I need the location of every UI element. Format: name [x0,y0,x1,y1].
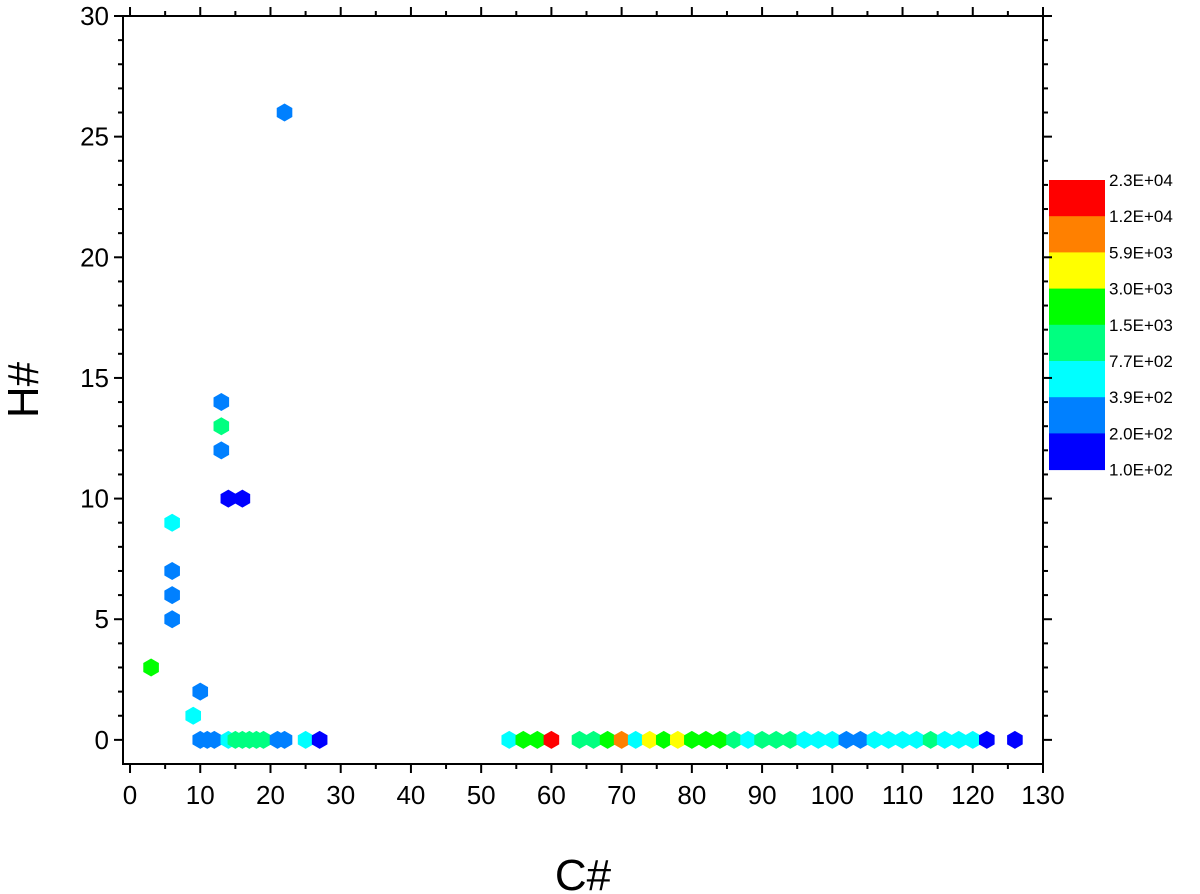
data-point [838,730,855,749]
data-point [641,730,658,749]
y-tick-label: 15 [80,363,109,393]
legend-label: 1.0E+02 [1109,461,1173,480]
y-tick-label: 5 [95,604,109,634]
data-point [164,561,180,580]
data-point [726,730,742,749]
data-point [627,730,644,749]
data-point [782,730,798,749]
data-point [164,610,180,629]
legend-label: 1.5E+03 [1109,316,1173,335]
color-legend: 2.3E+04 1.2E+04 5.9E+03 3.0E+03 1.5E+03 7.7E+… [1049,171,1173,480]
x-tick-label: 90 [748,780,777,810]
legend-label: 2.0E+02 [1109,424,1173,443]
data-point [515,730,532,749]
legend-color-swatch [1049,288,1105,326]
data-point [585,730,602,749]
plot-axes: 0 10 20 30 40 50 60 70 80 90 100 110 120 130 0 5 10 15 20 2… [80,1,1065,810]
data-point [255,730,272,749]
plot-frame [122,15,1044,765]
legend-color-swatch [1049,252,1105,290]
axis-ticks: 0 10 20 30 40 50 60 70 80 90 100 110 120 130 0 5 10 15 20 2… [80,1,1065,810]
data-point [754,730,770,749]
legend-color-swatch [1049,216,1105,253]
data-point [164,586,180,605]
legend-color-swatch [1049,324,1105,362]
legend-color-swatch [1049,397,1105,434]
y-tick-label: 10 [80,484,109,514]
x-tick-label: 70 [607,780,636,810]
data-point [571,730,588,749]
legend-color-swatch [1049,180,1105,217]
x-tick-label: 110 [882,780,923,810]
data-point [852,730,869,749]
x-tick-label: 100 [811,780,854,810]
y-tick-label: 30 [80,1,109,31]
data-point [192,682,209,701]
data-point [712,730,728,749]
data-point [866,730,883,749]
data-point [922,730,939,749]
data-point [950,730,967,749]
data-point [311,730,328,749]
data-point [908,730,925,749]
legend-color-swatch [1049,433,1105,471]
x-tick-label: 80 [677,780,706,810]
legend-label: 1.2E+04 [1109,207,1173,226]
legend-label: 3.0E+03 [1109,280,1173,299]
data-point [684,730,700,749]
data-point [936,730,953,749]
data-point [880,730,897,749]
legend-label: 7.7E+02 [1109,352,1173,371]
data-point [185,706,202,725]
legend-label: 5.9E+03 [1109,243,1173,262]
data-point [613,730,630,749]
legend-color-swatch [1049,361,1105,398]
y-axis-title: H# [0,361,48,418]
data-point [768,730,784,749]
x-tick-label: 40 [396,780,425,810]
data-point [220,489,237,508]
data-point [1007,730,1023,749]
data-point [164,513,180,532]
data-point [599,730,616,749]
data-point [698,730,714,749]
data-point [810,730,827,749]
x-axis-title: C# [555,851,612,894]
x-tick-label: 10 [186,780,215,810]
data-point [979,730,995,749]
data-point [297,730,314,749]
data-point [276,730,293,749]
data-point [670,730,686,749]
data-point [143,658,159,677]
data-point [276,103,293,122]
data-point [796,730,813,749]
x-tick-label: 30 [326,780,355,810]
x-tick-label: 130 [1021,780,1064,810]
x-tick-label: 50 [467,780,496,810]
x-tick-label: 60 [537,780,566,810]
data-point [213,417,230,436]
data-point [206,730,223,749]
x-tick-label: 0 [123,780,137,810]
data-point [213,441,230,460]
legend-label: 3.9E+02 [1109,388,1173,407]
data-point [964,730,981,749]
y-tick-label: 25 [80,122,109,152]
y-tick-label: 0 [95,725,109,755]
data-point [894,730,911,749]
y-tick-label: 20 [80,242,109,272]
data-points [143,103,1023,749]
data-point [824,730,841,749]
data-point [501,730,518,749]
x-tick-label: 20 [256,780,285,810]
data-point [529,730,546,749]
data-point [543,730,560,749]
data-point [213,393,230,412]
x-tick-label: 120 [951,780,994,810]
data-point [740,730,756,749]
data-point [234,489,251,508]
legend-label: 2.3E+04 [1109,171,1173,190]
data-point [655,730,672,749]
